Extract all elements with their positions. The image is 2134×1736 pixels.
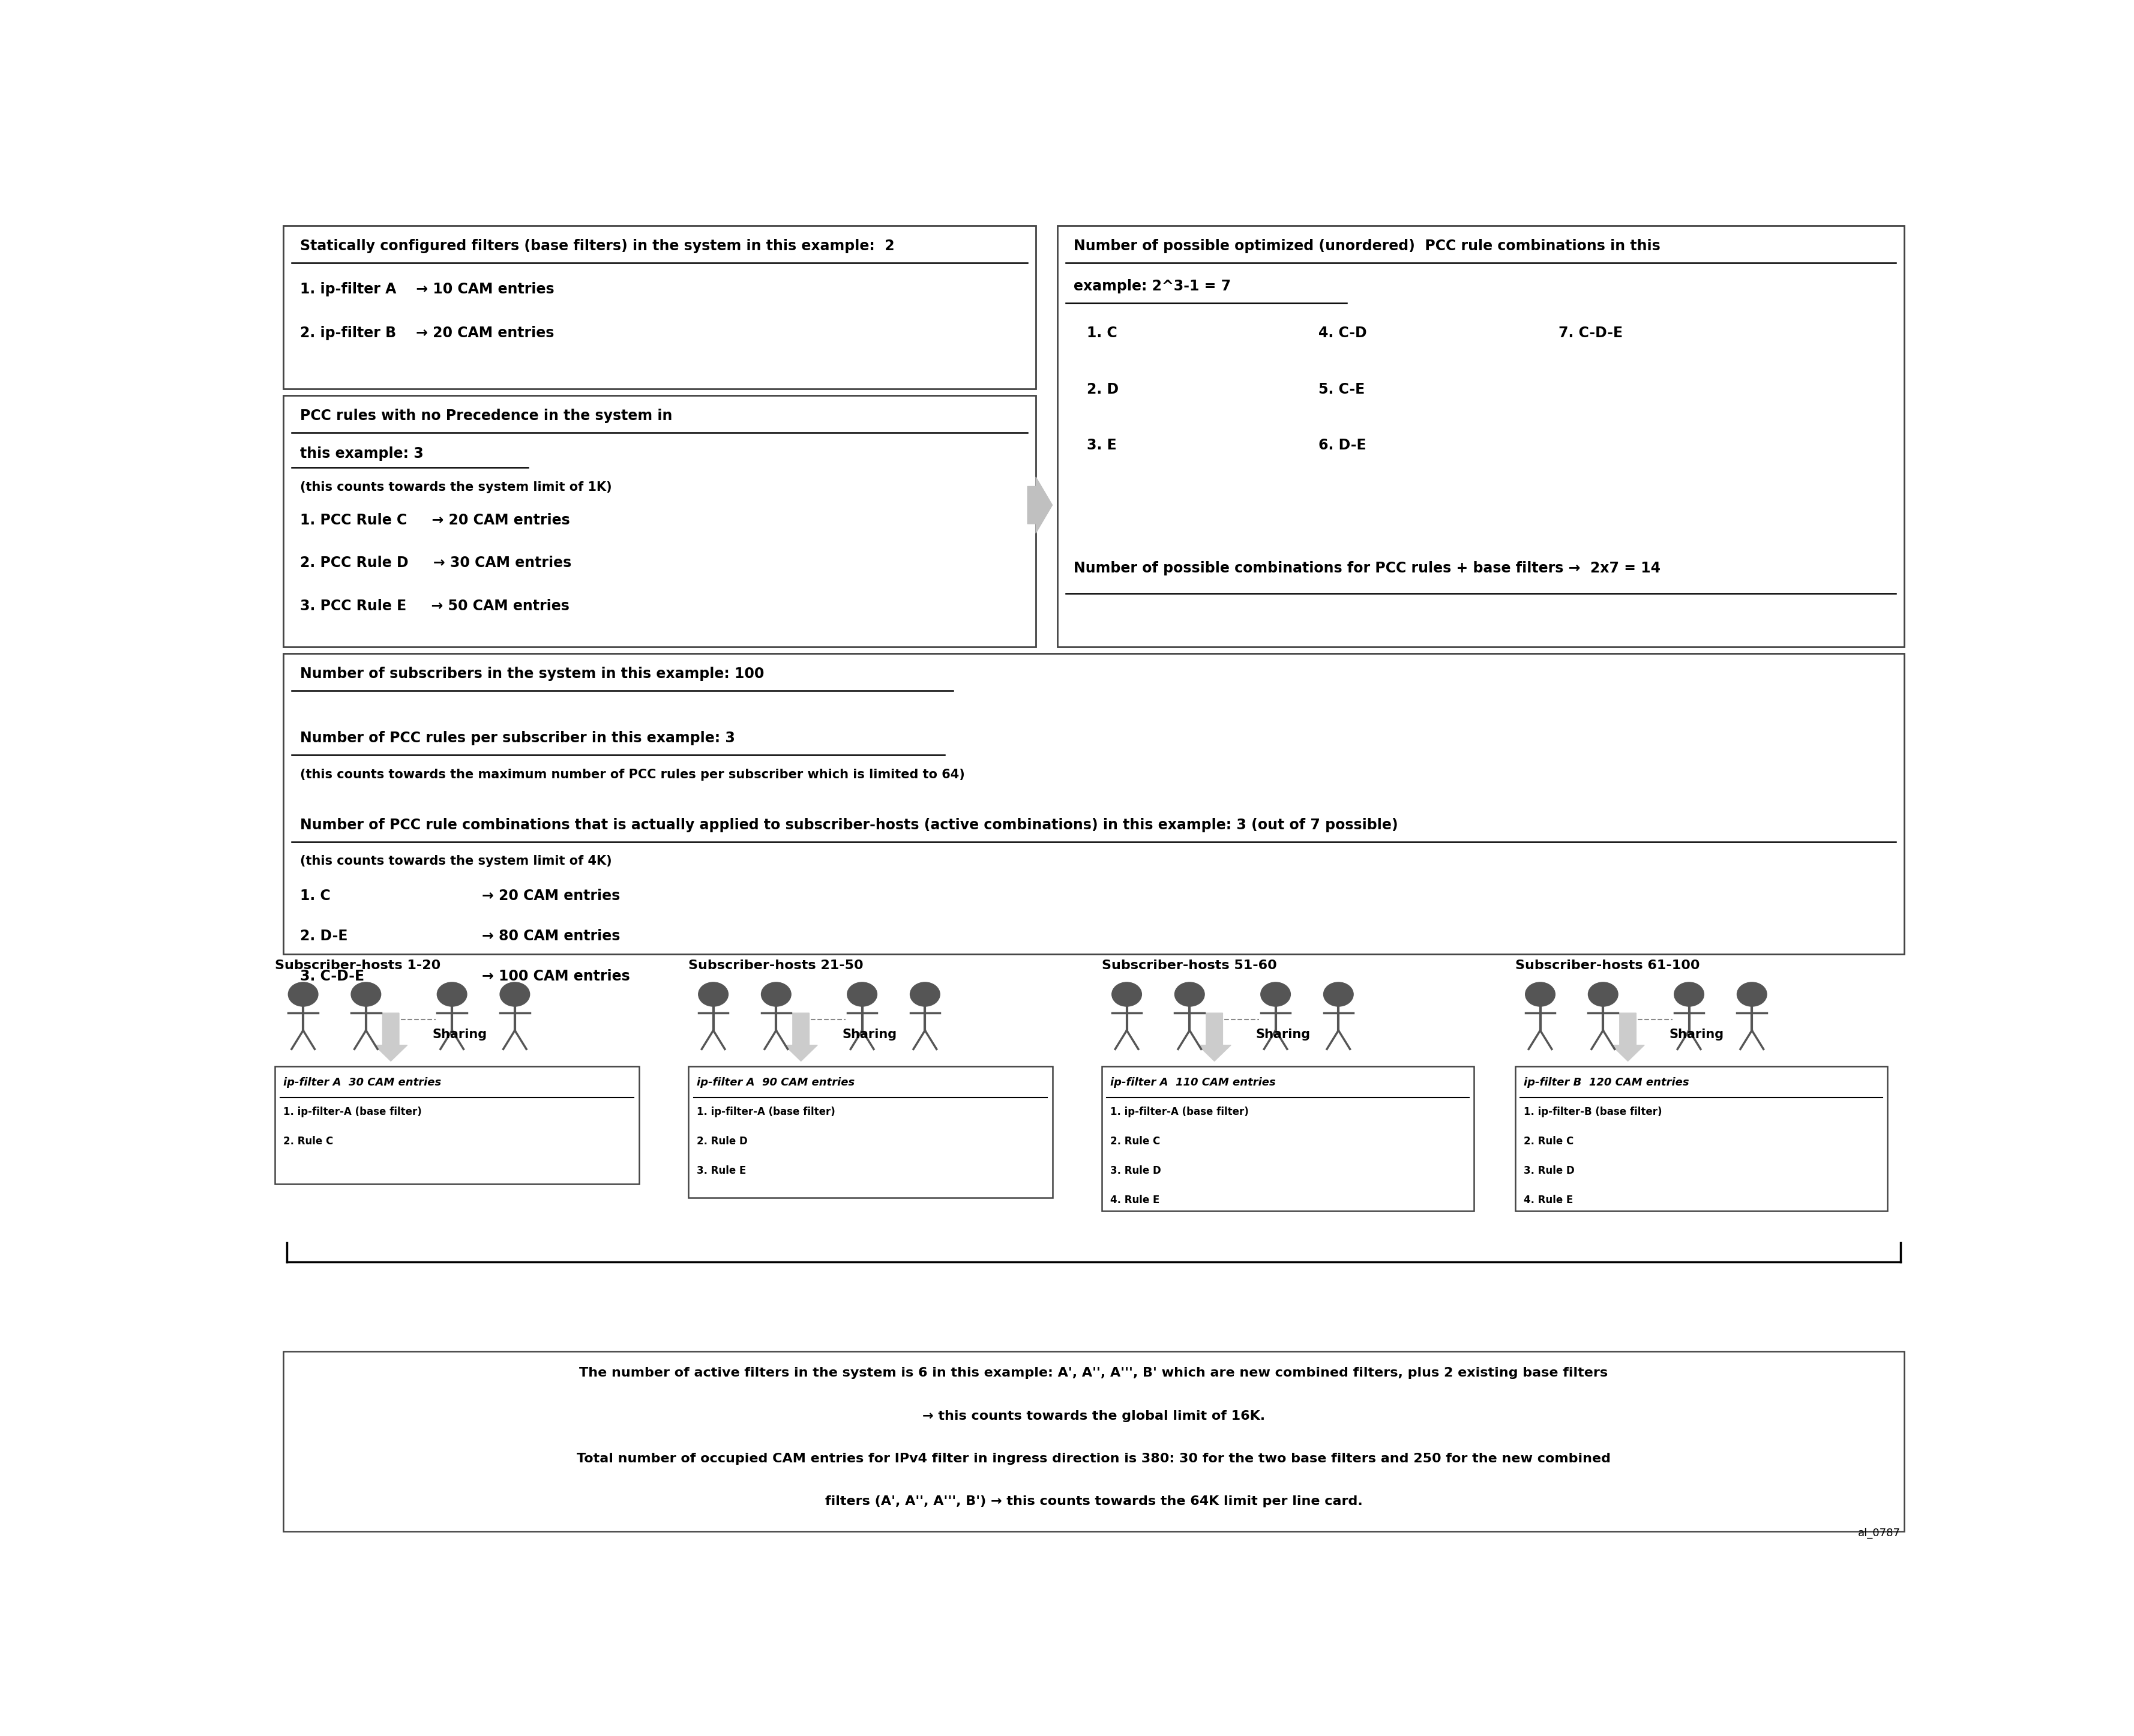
Text: this example: 3: this example: 3	[299, 446, 423, 460]
Text: example: 2^3-1 = 7: example: 2^3-1 = 7	[1073, 279, 1231, 293]
Text: 4. C-D: 4. C-D	[1319, 326, 1368, 340]
Circle shape	[437, 983, 467, 1007]
Circle shape	[1112, 983, 1142, 1007]
Text: 3. C-D-E: 3. C-D-E	[299, 969, 365, 983]
FancyArrow shape	[1611, 1014, 1645, 1061]
Text: 2. Rule D: 2. Rule D	[698, 1135, 747, 1147]
Text: 2. D: 2. D	[1086, 382, 1118, 396]
FancyArrow shape	[1197, 1014, 1231, 1061]
Text: 2. Rule C: 2. Rule C	[284, 1135, 333, 1147]
Text: 1. ip-filter-A (base filter): 1. ip-filter-A (base filter)	[1110, 1106, 1248, 1118]
Text: 1. PCC Rule C     → 20 CAM entries: 1. PCC Rule C → 20 CAM entries	[299, 514, 570, 528]
Text: 7. C-D-E: 7. C-D-E	[1558, 326, 1622, 340]
Text: 4. Rule E: 4. Rule E	[1110, 1194, 1159, 1205]
Text: Sharing: Sharing	[1255, 1028, 1310, 1040]
Text: PCC rules with no Precedence in the system in: PCC rules with no Precedence in the syst…	[299, 408, 672, 424]
Text: 2. ip-filter B    → 20 CAM entries: 2. ip-filter B → 20 CAM entries	[299, 326, 555, 340]
Text: Number of possible optimized (unordered)  PCC rule combinations in this: Number of possible optimized (unordered)…	[1073, 240, 1660, 253]
Text: 2. Rule C: 2. Rule C	[1110, 1135, 1161, 1147]
Text: 2. D-E: 2. D-E	[299, 929, 348, 943]
Circle shape	[352, 983, 380, 1007]
Text: 2. PCC Rule D     → 30 CAM entries: 2. PCC Rule D → 30 CAM entries	[299, 556, 572, 569]
Text: 3. Rule E: 3. Rule E	[698, 1165, 747, 1177]
Text: Total number of occupied CAM entries for IPv4 filter in ingress direction is 380: Total number of occupied CAM entries for…	[576, 1453, 1611, 1465]
Circle shape	[1323, 983, 1353, 1007]
Text: ip-filter A  90 CAM entries: ip-filter A 90 CAM entries	[698, 1076, 856, 1088]
Text: ip-filter B  120 CAM entries: ip-filter B 120 CAM entries	[1524, 1076, 1690, 1088]
Circle shape	[499, 983, 529, 1007]
Bar	[284, 1351, 1904, 1531]
Text: al_0787: al_0787	[1859, 1528, 1901, 1538]
Text: Subscriber-hosts 1-20: Subscriber-hosts 1-20	[275, 960, 442, 972]
Bar	[1056, 226, 1904, 648]
Text: Subscriber-hosts 51-60: Subscriber-hosts 51-60	[1101, 960, 1276, 972]
Text: Subscriber-hosts 21-50: Subscriber-hosts 21-50	[689, 960, 864, 972]
Text: → 80 CAM entries: → 80 CAM entries	[482, 929, 621, 943]
Circle shape	[1737, 983, 1767, 1007]
Circle shape	[1261, 983, 1291, 1007]
Text: 1. C: 1. C	[1086, 326, 1118, 340]
FancyArrow shape	[1029, 477, 1052, 533]
Text: Subscriber-hosts 61-100: Subscriber-hosts 61-100	[1515, 960, 1701, 972]
Circle shape	[1675, 983, 1703, 1007]
Text: 1. ip-filter-A (base filter): 1. ip-filter-A (base filter)	[284, 1106, 423, 1118]
Text: Number of possible combinations for PCC rules + base filters →  2x7 = 14: Number of possible combinations for PCC …	[1073, 561, 1660, 576]
Text: 5. C-E: 5. C-E	[1319, 382, 1366, 396]
Circle shape	[1174, 983, 1204, 1007]
FancyArrow shape	[785, 1014, 817, 1061]
Circle shape	[1588, 983, 1618, 1007]
Text: Statically configured filters (base filters) in the system in this example:  2: Statically configured filters (base filt…	[299, 240, 894, 253]
Text: Sharing: Sharing	[843, 1028, 896, 1040]
Circle shape	[698, 983, 728, 1007]
Bar	[284, 226, 1035, 389]
Text: (this counts towards the system limit of 4K): (this counts towards the system limit of…	[299, 856, 612, 868]
Text: 3. Rule D: 3. Rule D	[1110, 1165, 1161, 1177]
Text: 3. Rule D: 3. Rule D	[1524, 1165, 1575, 1177]
Circle shape	[288, 983, 318, 1007]
Text: 1. C: 1. C	[299, 889, 331, 903]
Text: → 100 CAM entries: → 100 CAM entries	[482, 969, 630, 983]
Text: Number of PCC rule combinations that is actually applied to subscriber-hosts (ac: Number of PCC rule combinations that is …	[299, 818, 1398, 832]
Bar	[284, 653, 1904, 955]
Text: 3. E: 3. E	[1086, 437, 1116, 453]
Circle shape	[1526, 983, 1556, 1007]
Text: The number of active filters in the system is 6 in this example: A', A'', A''', : The number of active filters in the syst…	[578, 1368, 1609, 1380]
Text: 2. Rule C: 2. Rule C	[1524, 1135, 1573, 1147]
Text: Number of PCC rules per subscriber in this example: 3: Number of PCC rules per subscriber in th…	[299, 731, 734, 745]
Text: 1. ip-filter-A (base filter): 1. ip-filter-A (base filter)	[698, 1106, 834, 1118]
Text: filters (A', A'', A''', B') → this counts towards the 64K limit per line card.: filters (A', A'', A''', B') → this count…	[826, 1496, 1361, 1507]
Text: ip-filter A  30 CAM entries: ip-filter A 30 CAM entries	[284, 1076, 442, 1088]
Text: Number of subscribers in the system in this example: 100: Number of subscribers in the system in t…	[299, 667, 764, 681]
Circle shape	[909, 983, 939, 1007]
Text: → this counts towards the global limit of 16K.: → this counts towards the global limit o…	[922, 1410, 1265, 1422]
Text: 6. D-E: 6. D-E	[1319, 437, 1366, 453]
Text: 1. ip-filter-B (base filter): 1. ip-filter-B (base filter)	[1524, 1106, 1662, 1118]
Circle shape	[847, 983, 877, 1007]
Text: → 20 CAM entries: → 20 CAM entries	[482, 889, 619, 903]
Bar	[1515, 1066, 1889, 1212]
Text: 4. Rule E: 4. Rule E	[1524, 1194, 1573, 1205]
Bar	[689, 1066, 1052, 1198]
Bar	[275, 1066, 638, 1184]
Text: 1. ip-filter A    → 10 CAM entries: 1. ip-filter A → 10 CAM entries	[299, 281, 555, 297]
Text: Sharing: Sharing	[1669, 1028, 1724, 1040]
Bar	[284, 396, 1035, 648]
Circle shape	[762, 983, 792, 1007]
Text: (this counts towards the system limit of 1K): (this counts towards the system limit of…	[299, 481, 612, 493]
Bar	[1101, 1066, 1475, 1212]
Text: ip-filter A  110 CAM entries: ip-filter A 110 CAM entries	[1110, 1076, 1276, 1088]
Text: 3. PCC Rule E     → 50 CAM entries: 3. PCC Rule E → 50 CAM entries	[299, 599, 570, 613]
Text: Sharing: Sharing	[431, 1028, 487, 1040]
FancyArrow shape	[373, 1014, 408, 1061]
Text: (this counts towards the maximum number of PCC rules per subscriber which is lim: (this counts towards the maximum number …	[299, 769, 965, 781]
